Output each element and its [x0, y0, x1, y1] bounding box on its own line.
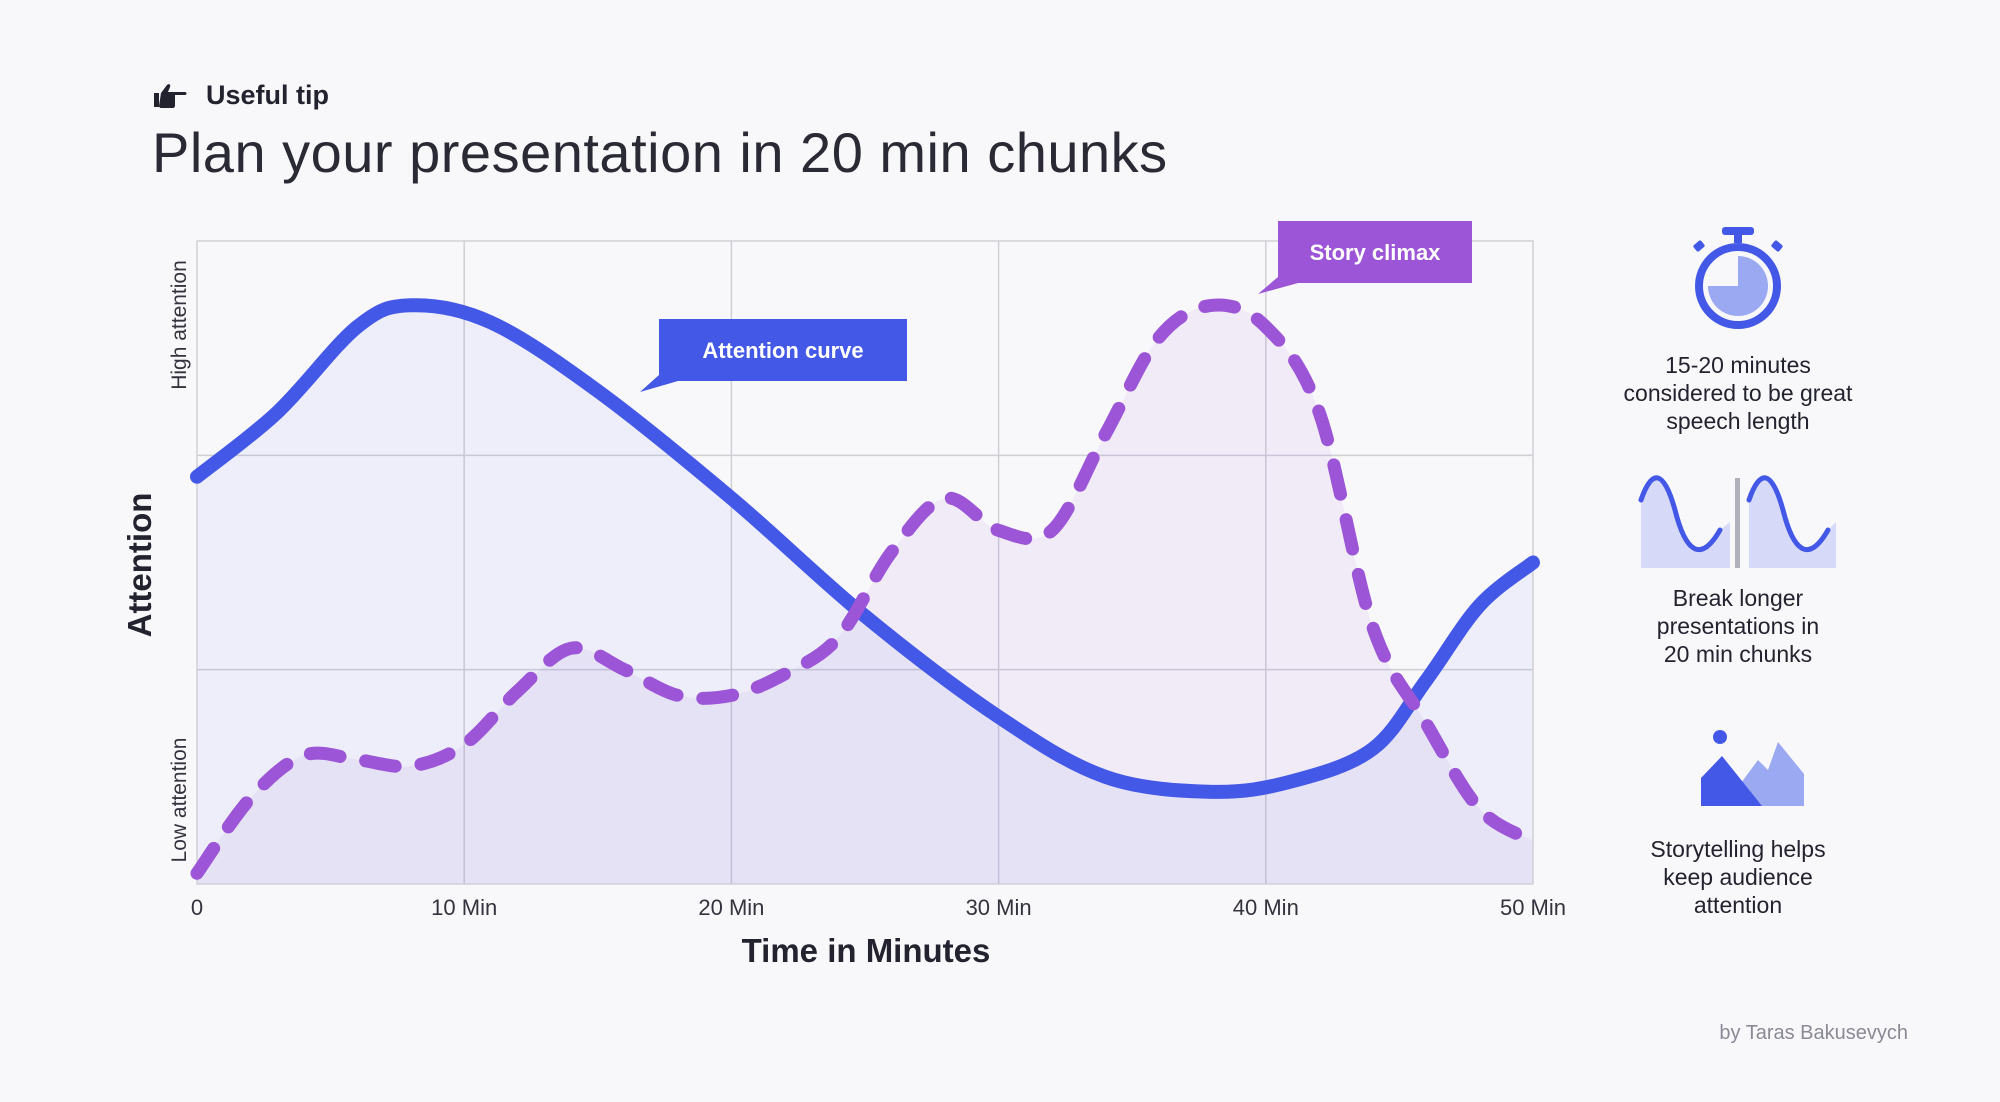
y-top-label: High attention: [168, 260, 191, 390]
side-item-break-chunks: Break longer presentations in 20 min chu…: [1588, 584, 1888, 668]
side-item-text: Storytelling helps keep audience attenti…: [1650, 836, 1826, 918]
series-area-1: [197, 304, 1533, 885]
x-tick-label: 10 Min: [431, 895, 497, 920]
useful-tip: Useful tip: [152, 80, 329, 111]
tip-label: Useful tip: [206, 80, 330, 110]
attention-curve-label: Attention curve: [702, 338, 863, 363]
story-climax-callout: Story climax: [1258, 221, 1472, 294]
series-area-0: [197, 305, 1533, 884]
series-line-0: [190, 298, 1540, 799]
mountain-icon: [1701, 730, 1804, 806]
author-credit: by Taras Bakusevych: [1719, 1022, 1908, 1044]
x-tick-label: 30 Min: [966, 895, 1032, 920]
series-line-1: [190, 298, 1540, 880]
split-wave-icon: [1638, 475, 1836, 568]
side-item-text: 15-20 minutes considered to be great spe…: [1623, 352, 1853, 434]
y-bottom-label: Low attention: [168, 738, 191, 863]
attention-curve-callout: Attention curve: [640, 319, 907, 392]
pointing-hand-icon: [154, 83, 187, 108]
side-item-text: Break longer presentations in 20 min chu…: [1656, 585, 1820, 667]
y-axis-title: Attention: [121, 493, 158, 638]
x-tick-label: 50 Min: [1500, 895, 1566, 920]
x-tick-label: 40 Min: [1233, 895, 1299, 920]
x-tick-label: 20 Min: [698, 895, 764, 920]
stopwatch-icon: [1693, 227, 1783, 329]
page-title: Plan your presentation in 20 min chunks: [152, 121, 1168, 184]
side-item-storytelling: Storytelling helps keep audience attenti…: [1588, 835, 1888, 919]
side-item-speech-length: 15-20 minutes considered to be great spe…: [1588, 351, 1888, 435]
x-axis-title: Time in Minutes: [742, 932, 991, 969]
story-climax-label: Story climax: [1310, 240, 1442, 265]
x-tick-label: 0: [191, 895, 203, 920]
